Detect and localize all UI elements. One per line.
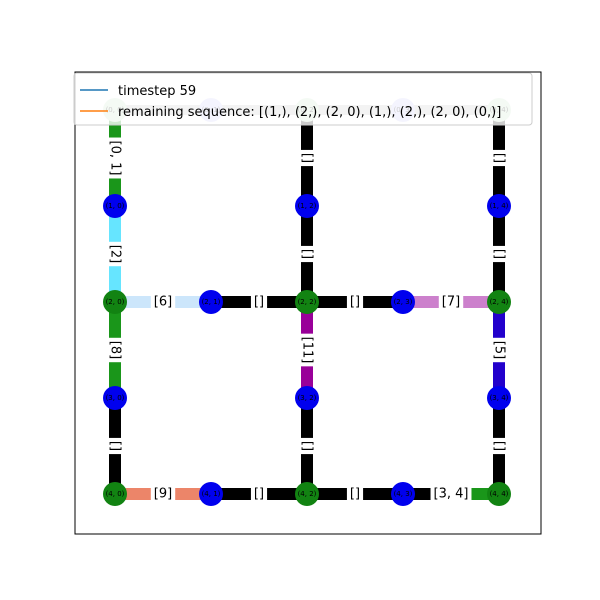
- node-label: (1, 4): [490, 202, 509, 210]
- node-label: (4, 3): [394, 490, 413, 498]
- node-label: (4, 0): [106, 490, 125, 498]
- node-label: (3, 4): [490, 394, 509, 402]
- node-circle: [199, 482, 223, 506]
- edge-label-bg: [296, 437, 318, 455]
- node-circle: [103, 482, 127, 506]
- node-circle: [199, 290, 223, 314]
- edge-label-bg: [488, 337, 510, 363]
- graph-node: (2, 2): [295, 290, 319, 314]
- node-circle: [103, 290, 127, 314]
- graph-node: (3, 4): [487, 386, 511, 410]
- node-label: (2, 1): [202, 298, 221, 306]
- node-label: (2, 3): [394, 298, 413, 306]
- graph-node: (2, 1): [199, 290, 223, 314]
- edge-label-bg: [104, 437, 126, 455]
- edge-label: [0, 1]: [108, 141, 123, 176]
- node-label: (3, 2): [298, 394, 317, 402]
- graph-node: (1, 4): [487, 194, 511, 218]
- edge-label: []: [492, 153, 507, 163]
- node-circle: [295, 482, 319, 506]
- edge-label-bg: [296, 245, 318, 263]
- edge-label-bg: [296, 333, 318, 367]
- edge-label: []: [300, 153, 315, 163]
- graph-node: (4, 4): [487, 482, 511, 506]
- edge-label-bg: [104, 137, 126, 179]
- graph-node: (4, 0): [103, 482, 127, 506]
- edge-label: []: [300, 441, 315, 451]
- legend-box: [73, 72, 533, 126]
- graph-node: (2, 3): [391, 290, 415, 314]
- edge-label-bg: [250, 483, 268, 505]
- edge-label: [7]: [442, 295, 460, 310]
- node-label: (1, 2): [298, 202, 317, 210]
- node-circle: [103, 194, 127, 218]
- node-circle: [391, 482, 415, 506]
- node-label: (3, 0): [106, 394, 125, 402]
- graph-node: (2, 4): [487, 290, 511, 314]
- edge-label-bg: [104, 337, 126, 363]
- edge-labels-layer: [0, 1] [2] [8] [] [] [] [11] [] [] [] [5] [] [6] [] []…: [104, 137, 510, 505]
- graph-node: (4, 1): [199, 482, 223, 506]
- edge-label-bg: [488, 149, 510, 167]
- edge-label-bg: [104, 241, 126, 267]
- edge-label: [3, 4]: [434, 487, 469, 502]
- node-label: (1, 0): [106, 202, 125, 210]
- legend: timestep 59 remaining sequence: [(1,), (…: [73, 72, 533, 126]
- edge-label: []: [254, 487, 264, 502]
- node-label: (2, 2): [298, 298, 317, 306]
- edge-label: []: [350, 295, 360, 310]
- graph-node: (2, 0): [103, 290, 127, 314]
- edge-label: []: [492, 441, 507, 451]
- node-label: (2, 0): [106, 298, 125, 306]
- edge-label: [2]: [108, 245, 123, 263]
- graph-node: (1, 0): [103, 194, 127, 218]
- edge-label: [5]: [492, 341, 507, 359]
- graph-node: (4, 3): [391, 482, 415, 506]
- edge-label-bg: [488, 437, 510, 455]
- node-circle: [487, 290, 511, 314]
- edge-label-bg: [430, 483, 472, 505]
- node-circle: [295, 386, 319, 410]
- node-circle: [487, 482, 511, 506]
- edge-label: [8]: [108, 341, 123, 359]
- nodes-layer: (0, 0)(0, 1)(0, 2)(0, 3)(0, 4)(1, 0)(1, …: [103, 98, 511, 506]
- graph-node: (4, 2): [295, 482, 319, 506]
- node-circle: [487, 386, 511, 410]
- edge-label: []: [300, 249, 315, 259]
- edge-label: []: [492, 249, 507, 259]
- edge-label-bg: [488, 245, 510, 263]
- edge-label-bg: [250, 291, 268, 313]
- node-circle: [487, 194, 511, 218]
- edge-label-bg: [438, 291, 464, 313]
- edge-label: []: [108, 441, 123, 451]
- edge-label-bg: [296, 149, 318, 167]
- graph-node: (1, 2): [295, 194, 319, 218]
- edge-label: [11]: [300, 337, 315, 364]
- edge-label-bg: [346, 483, 364, 505]
- legend-sequence-text: remaining sequence: [(1,), (2,), (2, 0),…: [118, 105, 501, 120]
- node-circle: [295, 290, 319, 314]
- legend-timestep-text: timestep 59: [118, 84, 196, 99]
- edge-label: [9]: [154, 487, 172, 502]
- edge-label: []: [254, 295, 264, 310]
- edge-label: [6]: [154, 295, 172, 310]
- edge-label-bg: [150, 291, 176, 313]
- edge-label-bg: [346, 291, 364, 313]
- node-circle: [295, 194, 319, 218]
- graph-node: (3, 2): [295, 386, 319, 410]
- node-label: (2, 4): [490, 298, 509, 306]
- node-label: (4, 2): [298, 490, 317, 498]
- node-label: (4, 1): [202, 490, 221, 498]
- graph-node: (3, 0): [103, 386, 127, 410]
- edge-label: []: [350, 487, 360, 502]
- node-circle: [103, 386, 127, 410]
- node-label: (4, 4): [490, 490, 509, 498]
- edge-label-bg: [150, 483, 176, 505]
- node-circle: [391, 290, 415, 314]
